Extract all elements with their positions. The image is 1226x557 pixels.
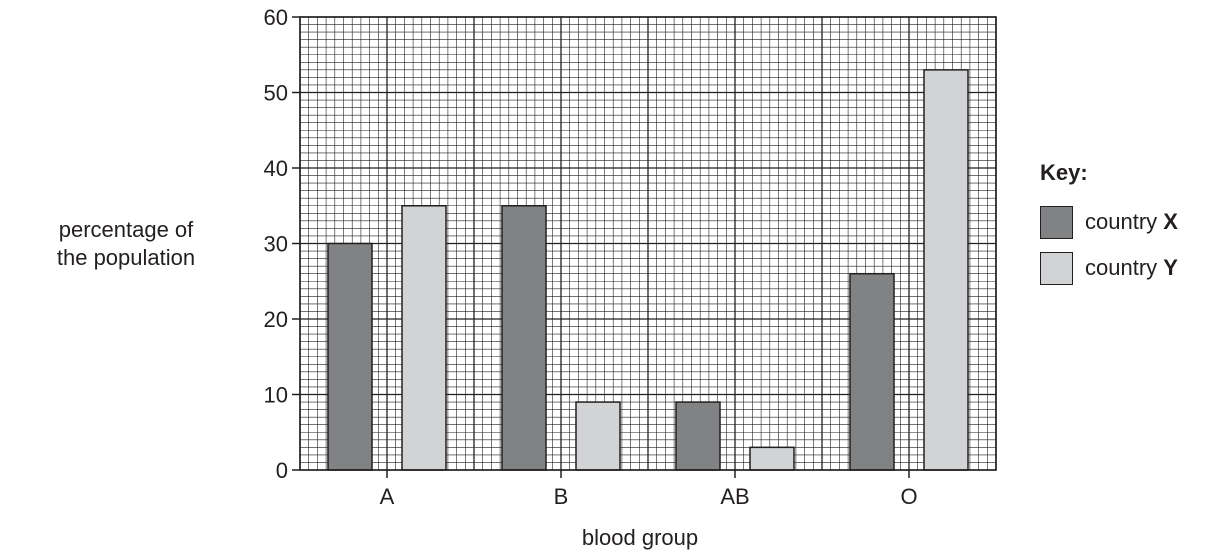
bar-ab-country-x	[675, 401, 721, 471]
bar-b-country-y	[575, 401, 621, 471]
legend: Key: country X country Y	[1040, 160, 1178, 296]
bar-o-country-y	[923, 69, 969, 471]
legend-label-country-y: country Y	[1085, 255, 1178, 280]
y-tick-label-50: 50	[264, 81, 288, 106]
y-tick-label-30: 30	[264, 232, 288, 257]
bar-a-country-x	[327, 242, 373, 471]
x-tick-label-a: A	[380, 484, 395, 509]
y-tick-label-40: 40	[264, 156, 288, 181]
x-tick-label-b: B	[554, 484, 569, 509]
y-tick-label-10: 10	[264, 383, 288, 408]
y-tick-label-20: 20	[264, 307, 288, 332]
y-axis-label-line-2: the population	[56, 245, 196, 270]
bar-o-country-x	[849, 272, 895, 471]
legend-swatch-country-x	[1040, 205, 1073, 239]
y-tick-label-0: 0	[276, 458, 288, 483]
x-tick-label-ab: AB	[720, 484, 749, 509]
x-axis-label: blood group	[581, 525, 699, 550]
y-axis-label: percentage of the population	[0, 216, 252, 272]
bar-ab-country-y	[749, 446, 795, 471]
legend-label-country-x: country X	[1085, 209, 1178, 234]
y-axis-label-line-1: percentage of	[58, 217, 194, 242]
legend-item-country-x: country X	[1040, 204, 1178, 240]
bars	[327, 69, 969, 471]
legend-title: Key:	[1040, 160, 1088, 185]
legend-item-country-y: country Y	[1040, 250, 1178, 286]
x-tick-label-o: O	[900, 484, 917, 509]
bar-a-country-y	[401, 205, 447, 471]
bar-b-country-x	[501, 205, 547, 471]
legend-swatch-country-y	[1040, 251, 1073, 285]
y-tick-label-60: 60	[264, 5, 288, 30]
